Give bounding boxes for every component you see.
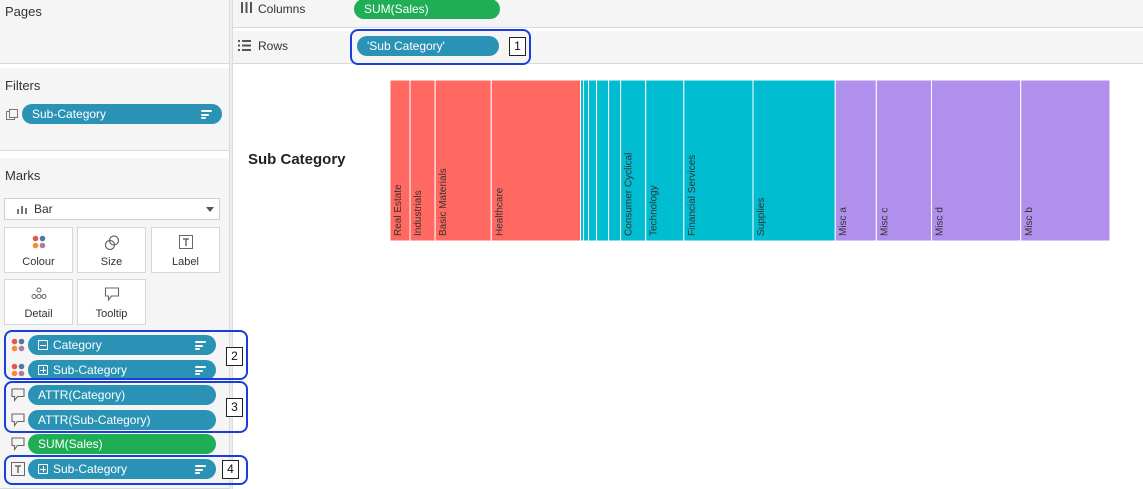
tooltip-label: Tooltip bbox=[95, 308, 128, 320]
rows-pill-sub-category[interactable]: 'Sub Category' bbox=[357, 36, 499, 56]
bar-segment-7[interactable] bbox=[596, 80, 610, 241]
filter-pill-label: Sub-Category bbox=[32, 107, 107, 121]
marks-field-attr-sub-category-label: ATTR(Sub-Category) bbox=[38, 413, 151, 427]
bar-segment-8[interactable] bbox=[608, 80, 622, 241]
columns-pill-sum-sales[interactable]: SUM(Sales) bbox=[354, 0, 500, 19]
mark-type-select[interactable]: Bar bbox=[4, 198, 220, 220]
callout-frame-4 bbox=[4, 455, 248, 485]
callout-number-4: 4 bbox=[222, 460, 239, 479]
row-header-sub-category: Sub Category bbox=[248, 151, 346, 168]
left-panel: Pages Filters Sub-Category Marks Bar bbox=[0, 0, 229, 489]
stacked-bar-chart[interactable]: Real Estate Industrials Basic Materials Hea… bbox=[390, 80, 1111, 241]
bar-label: Misc b bbox=[1024, 207, 1035, 236]
bar-segment-5[interactable] bbox=[583, 80, 590, 241]
panel-divider[interactable] bbox=[229, 0, 233, 489]
marks-field-attr-category-label: ATTR(Category) bbox=[38, 388, 126, 402]
bar-label: Basic Materials bbox=[438, 168, 449, 236]
callout-number-3: 3 bbox=[226, 398, 243, 417]
detail-label: Detail bbox=[24, 308, 53, 320]
colour-button[interactable]: Colour bbox=[4, 227, 73, 273]
sort-icon[interactable] bbox=[201, 110, 212, 119]
mark-type-value: Bar bbox=[34, 202, 53, 216]
colour-encoding-icon bbox=[11, 363, 25, 377]
bar-segment-financial-services[interactable] bbox=[683, 80, 754, 241]
expand-icon[interactable] bbox=[38, 464, 48, 474]
bar-segment-misc-d[interactable] bbox=[931, 80, 1022, 241]
bar-segment-healthcare[interactable] bbox=[490, 80, 582, 241]
expand-icon[interactable] bbox=[38, 365, 48, 375]
sort-icon[interactable] bbox=[195, 366, 206, 375]
bar-label: Misc a bbox=[838, 207, 849, 236]
filter-pill-sub-category[interactable]: Sub-Category bbox=[22, 104, 222, 124]
label-label: Label bbox=[172, 256, 199, 268]
filters-card: Filters Sub-Category bbox=[0, 68, 229, 151]
bar-segment-misc-b[interactable] bbox=[1020, 80, 1111, 241]
columns-icon bbox=[241, 2, 252, 13]
colour-label: Colour bbox=[22, 256, 55, 268]
marks-title: Marks bbox=[5, 168, 41, 183]
bar-segment-consumer-cyclical[interactable] bbox=[620, 80, 647, 241]
callout-frame-2 bbox=[4, 330, 248, 380]
bar-label: Misc d bbox=[935, 207, 946, 236]
collapse-icon[interactable] bbox=[38, 340, 48, 350]
sort-icon[interactable] bbox=[195, 465, 206, 474]
marks-field-sum-sales-label: SUM(Sales) bbox=[38, 437, 103, 451]
marks-field-sub-category-label-text: Sub-Category bbox=[53, 462, 128, 476]
tooltip-encoding-icon bbox=[11, 413, 25, 427]
pages-title: Pages bbox=[5, 4, 42, 19]
rows-pill-label: 'Sub Category' bbox=[367, 39, 445, 53]
size-icon bbox=[104, 235, 119, 250]
marks-field-sub-category-label[interactable]: Sub-Category bbox=[28, 459, 216, 479]
colour-encoding-icon bbox=[11, 338, 25, 352]
tooltip-button[interactable]: Tooltip bbox=[77, 279, 146, 325]
sort-icon[interactable] bbox=[195, 341, 206, 350]
bar-label: Healthcare bbox=[494, 187, 505, 236]
text-label-icon bbox=[178, 235, 193, 249]
columns-label: Columns bbox=[258, 2, 306, 16]
bar-label: Financial Services bbox=[687, 155, 698, 236]
tooltip-encoding-icon bbox=[11, 437, 25, 451]
rows-shelf: Rows 'Sub Category' bbox=[233, 31, 1143, 64]
pages-card: Pages bbox=[0, 0, 229, 64]
size-button[interactable]: Size bbox=[77, 227, 146, 273]
marks-field-category-label: Category bbox=[53, 338, 102, 352]
bar-segment-basic-materials[interactable] bbox=[434, 80, 492, 241]
bar-segment-misc-c[interactable] bbox=[875, 80, 933, 241]
columns-shelf: Columns SUM(Sales) bbox=[233, 0, 1143, 28]
filters-title: Filters bbox=[5, 78, 41, 93]
callout-number-1: 1 bbox=[509, 37, 526, 56]
bar-label: Technology bbox=[649, 185, 660, 236]
size-label: Size bbox=[100, 256, 123, 268]
bar-chart-icon bbox=[17, 206, 27, 214]
bar-label: Consumer Cyclical bbox=[624, 153, 635, 236]
callout-frame-1 bbox=[350, 29, 531, 65]
chevron-down-icon[interactable] bbox=[206, 207, 214, 212]
filter-set-icon bbox=[6, 109, 18, 120]
marks-field-sub-category-label: Sub-Category bbox=[53, 363, 128, 377]
marks-field-attr-category[interactable]: ATTR(Category) bbox=[28, 385, 216, 405]
rows-label: Rows bbox=[258, 39, 289, 53]
callout-number-2: 2 bbox=[226, 347, 243, 366]
rows-icon bbox=[238, 40, 251, 51]
marks-field-sub-category-colour[interactable]: Sub-Category bbox=[28, 360, 216, 380]
bar-label: Misc c bbox=[879, 208, 890, 236]
tooltip-encoding-icon bbox=[11, 388, 25, 402]
marks-field-category[interactable]: Category bbox=[28, 335, 216, 355]
marks-field-sum-sales[interactable]: SUM(Sales) bbox=[28, 434, 216, 454]
bar-label: Industrials bbox=[413, 190, 424, 236]
label-button[interactable]: Label bbox=[151, 227, 220, 273]
bar-segment-supplies[interactable] bbox=[752, 80, 836, 241]
detail-button[interactable]: Detail bbox=[4, 279, 73, 325]
marks-field-attr-sub-category[interactable]: ATTR(Sub-Category) bbox=[28, 410, 216, 430]
tooltip-icon bbox=[104, 287, 119, 301]
bar-label: Supplies bbox=[756, 198, 767, 236]
bar-label: Real Estate bbox=[393, 184, 404, 236]
colour-icon bbox=[32, 235, 45, 249]
bar-segment-6[interactable] bbox=[588, 80, 598, 241]
bar-segment-technology[interactable] bbox=[645, 80, 685, 241]
columns-pill-label: SUM(Sales) bbox=[364, 2, 429, 16]
label-encoding-icon bbox=[11, 462, 25, 476]
detail-icon bbox=[31, 287, 46, 299]
callout-frame-3 bbox=[4, 381, 248, 433]
